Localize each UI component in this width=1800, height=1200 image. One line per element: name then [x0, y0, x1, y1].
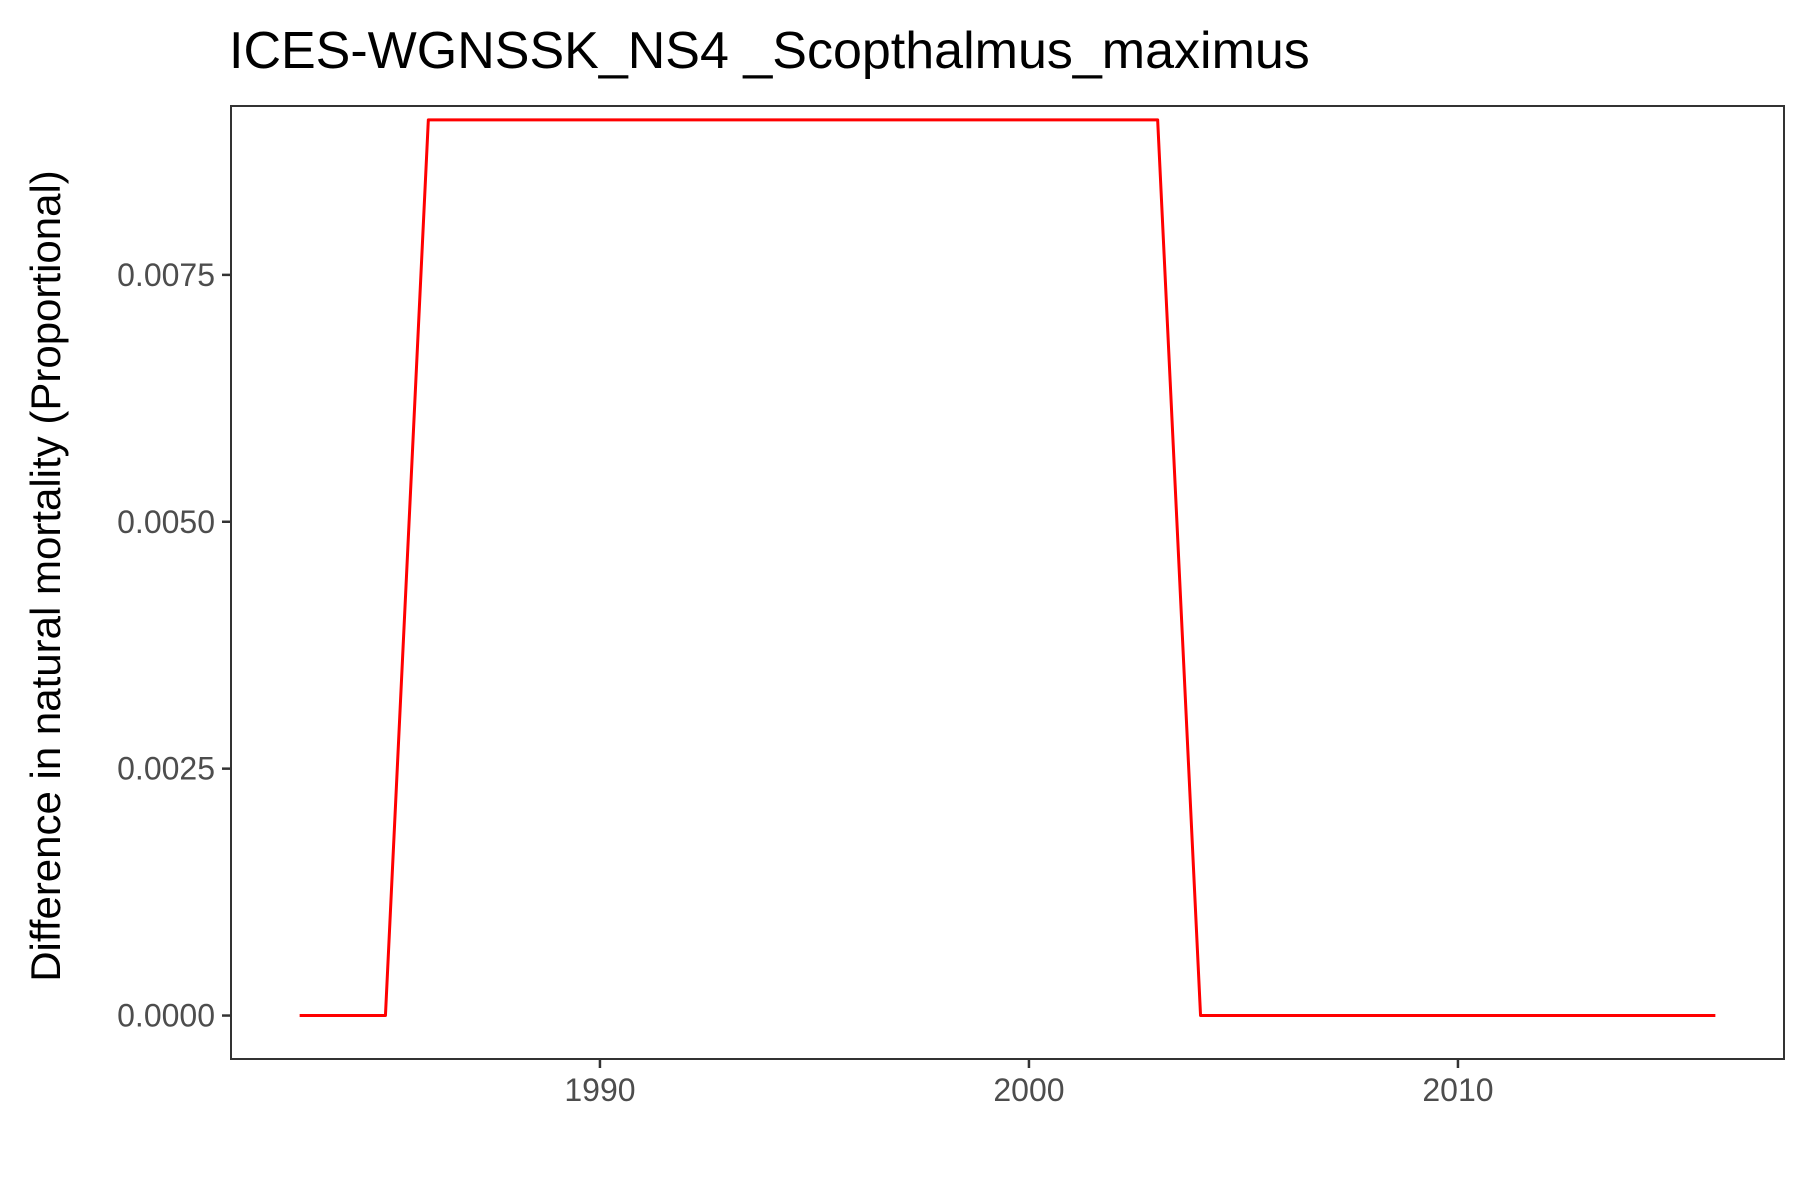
plot-panel-border — [230, 105, 1785, 1060]
y-tick-label: 0.0000 — [117, 998, 215, 1034]
y-tick-label: 0.0050 — [117, 504, 215, 540]
x-tick-label: 2000 — [993, 1072, 1064, 1108]
series-layer — [299, 118, 1716, 1018]
y-tick-label: 0.0025 — [117, 751, 215, 787]
y-axis: 0.0000 0.0025 0.0050 0.0075 — [117, 257, 231, 1034]
x-tick-label: 2010 — [1422, 1072, 1493, 1108]
x-tick-label: 1990 — [564, 1072, 635, 1108]
series-line — [299, 118, 1716, 1018]
y-tick-label: 0.0075 — [117, 257, 215, 293]
x-axis: 1990 2000 2010 — [564, 1059, 1494, 1108]
y-axis-title: Difference in natural mortality (Proport… — [22, 170, 69, 982]
chart-title: ICES-WGNSSK_NS4 _Scopthalmus_maximus — [229, 22, 1310, 80]
